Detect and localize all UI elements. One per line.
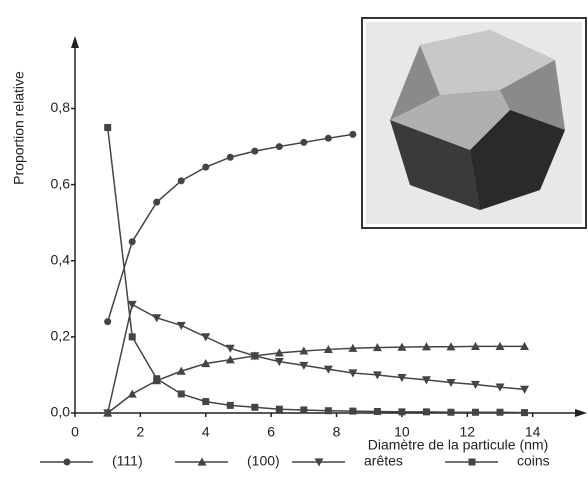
series	[103, 300, 530, 418]
point	[251, 147, 259, 155]
x-tick-label: 4	[202, 424, 210, 440]
point	[323, 365, 333, 374]
point	[471, 408, 479, 416]
y-tick-label: 0,4	[51, 251, 71, 267]
y-tick-label: 0,0	[51, 404, 71, 420]
point	[495, 341, 505, 350]
y-axis-label: Proportion relative	[11, 71, 27, 185]
point	[275, 143, 283, 151]
point	[153, 198, 161, 206]
x-axis-label: Diamètre de la particule (nm)	[368, 437, 549, 453]
point	[397, 374, 407, 383]
point	[496, 408, 504, 416]
legend-label: (100)	[247, 453, 280, 469]
series-line	[106, 127, 525, 414]
x-tick-label: 12	[460, 424, 476, 440]
point	[176, 366, 186, 375]
point	[274, 358, 284, 367]
point	[421, 376, 431, 385]
series-line	[106, 303, 525, 414]
point	[225, 355, 235, 364]
y-tick-label: 0,6	[51, 175, 71, 191]
point	[348, 343, 358, 352]
y-tick-label: 0,2	[51, 328, 71, 344]
point	[495, 383, 505, 392]
point	[226, 401, 234, 409]
legend-label: arêtes	[364, 453, 403, 469]
point	[349, 407, 357, 415]
legend-marker	[63, 458, 71, 466]
point	[226, 153, 234, 161]
point	[104, 124, 112, 132]
point	[176, 321, 186, 330]
point	[250, 352, 260, 361]
point	[225, 344, 235, 353]
point	[373, 407, 381, 415]
point	[470, 380, 480, 389]
legend-label: (111)	[112, 453, 143, 469]
series	[103, 341, 530, 417]
point	[348, 369, 358, 378]
legend-label: coins	[517, 453, 550, 469]
x-tick-label: 0	[71, 424, 79, 440]
point	[177, 390, 185, 398]
point	[275, 405, 283, 413]
point	[202, 398, 210, 406]
x-tick-label: 14	[525, 424, 541, 440]
series	[104, 130, 357, 326]
point	[152, 314, 162, 323]
point	[153, 375, 161, 383]
point	[202, 163, 210, 171]
point	[201, 359, 211, 368]
point	[127, 300, 137, 310]
point	[520, 385, 530, 394]
point	[397, 342, 407, 351]
y-tick-label: 0,8	[51, 99, 71, 115]
point	[446, 378, 456, 388]
point	[520, 341, 530, 350]
point	[128, 238, 136, 246]
x-tick-label: 8	[333, 424, 341, 440]
point	[103, 409, 113, 418]
legend-marker	[314, 458, 324, 467]
x-tick-label: 2	[136, 424, 144, 440]
point	[324, 407, 332, 415]
point	[521, 409, 529, 417]
series-line	[107, 345, 525, 414]
point	[128, 333, 136, 341]
point	[201, 333, 211, 342]
point	[422, 408, 430, 416]
point	[421, 342, 431, 351]
series-line	[106, 133, 354, 322]
point	[251, 403, 259, 411]
point	[372, 371, 382, 380]
point	[398, 408, 406, 416]
point	[177, 177, 185, 185]
point	[299, 346, 309, 355]
legend-marker	[468, 458, 476, 466]
point	[299, 361, 309, 370]
point	[324, 134, 332, 142]
legend-marker	[197, 457, 207, 466]
point	[127, 389, 137, 398]
x-tick-label: 10	[394, 424, 410, 440]
point	[372, 343, 382, 352]
x-tick-label: 6	[267, 424, 275, 440]
point	[349, 130, 357, 138]
point	[274, 348, 284, 357]
point	[104, 318, 112, 326]
point	[323, 344, 333, 354]
point	[300, 406, 308, 414]
point	[470, 341, 480, 350]
point	[447, 408, 455, 416]
point	[446, 342, 456, 351]
point	[300, 138, 308, 146]
inset-image	[361, 17, 587, 229]
series	[104, 124, 529, 417]
